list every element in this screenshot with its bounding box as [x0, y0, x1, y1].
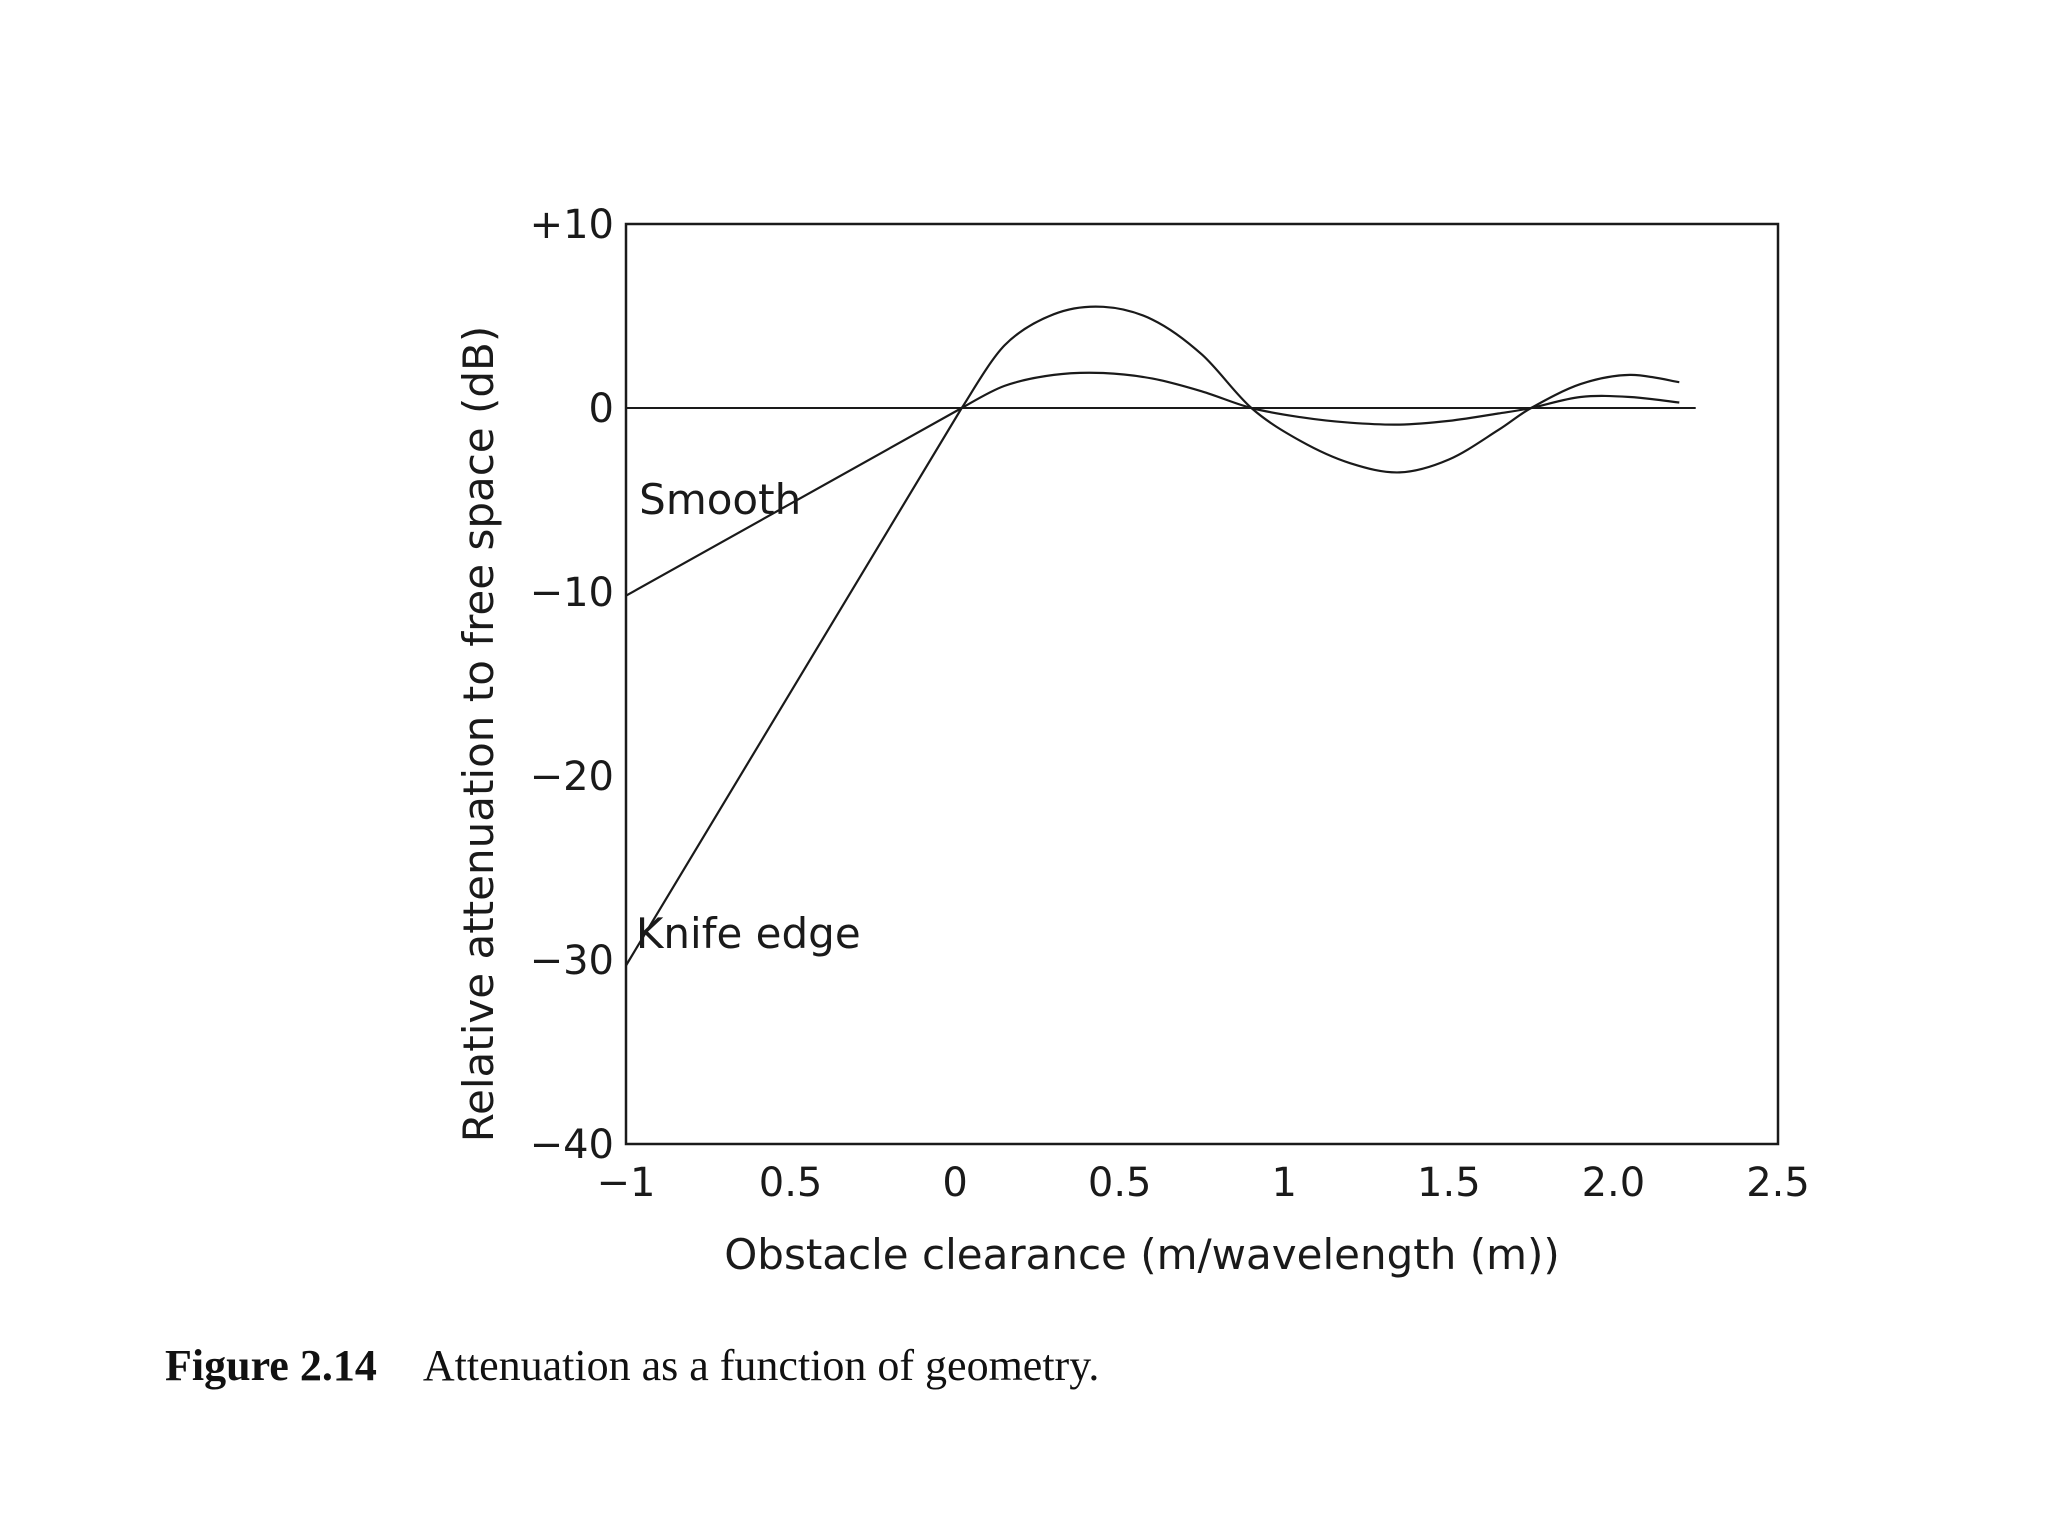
- y-tick-label: 0: [589, 386, 614, 432]
- x-tick-label: 1.5: [1417, 1160, 1481, 1206]
- x-tick-label: −1: [597, 1160, 656, 1206]
- smooth-series-line: [625, 371, 1680, 597]
- y-tick-label: −30: [530, 938, 614, 984]
- knife-edge-curve-label: Knife edge: [636, 909, 861, 958]
- x-tick-label: 2.0: [1582, 1160, 1646, 1206]
- y-tick-label: −10: [530, 570, 614, 616]
- knife-edge-series-line: [625, 305, 1680, 967]
- plot-layer: −1 0.5 0 0.5 1 1.5 2.0 2.5 +10 0 −10 −20 −30 −40 Smoot…: [530, 202, 1810, 1206]
- caption-text: Attenuation as a function of geometry.: [422, 1341, 1100, 1390]
- y-tick-label: −20: [530, 754, 614, 800]
- x-tick-label: 2.5: [1746, 1160, 1810, 1206]
- smooth-curve-label: Smooth: [639, 475, 801, 524]
- x-tick-label: 0.5: [1088, 1160, 1152, 1206]
- y-tick-label: +10: [530, 202, 614, 248]
- x-tick-label: 0.5: [759, 1160, 823, 1206]
- x-axis-title: Obstacle clearance (m/wavelength (m)): [724, 1230, 1560, 1279]
- y-tick-label: −40: [530, 1122, 614, 1168]
- plot-frame: [624, 222, 1780, 1146]
- x-tick-label: 0: [942, 1160, 967, 1206]
- x-tick-label: 1: [1272, 1160, 1297, 1206]
- caption-label: Figure 2.14: [165, 1341, 377, 1390]
- y-axis-title: Relative attenuation to free space (dB): [454, 326, 503, 1143]
- figure-caption: Figure 2.14 Attenuation as a function of …: [165, 1340, 1099, 1391]
